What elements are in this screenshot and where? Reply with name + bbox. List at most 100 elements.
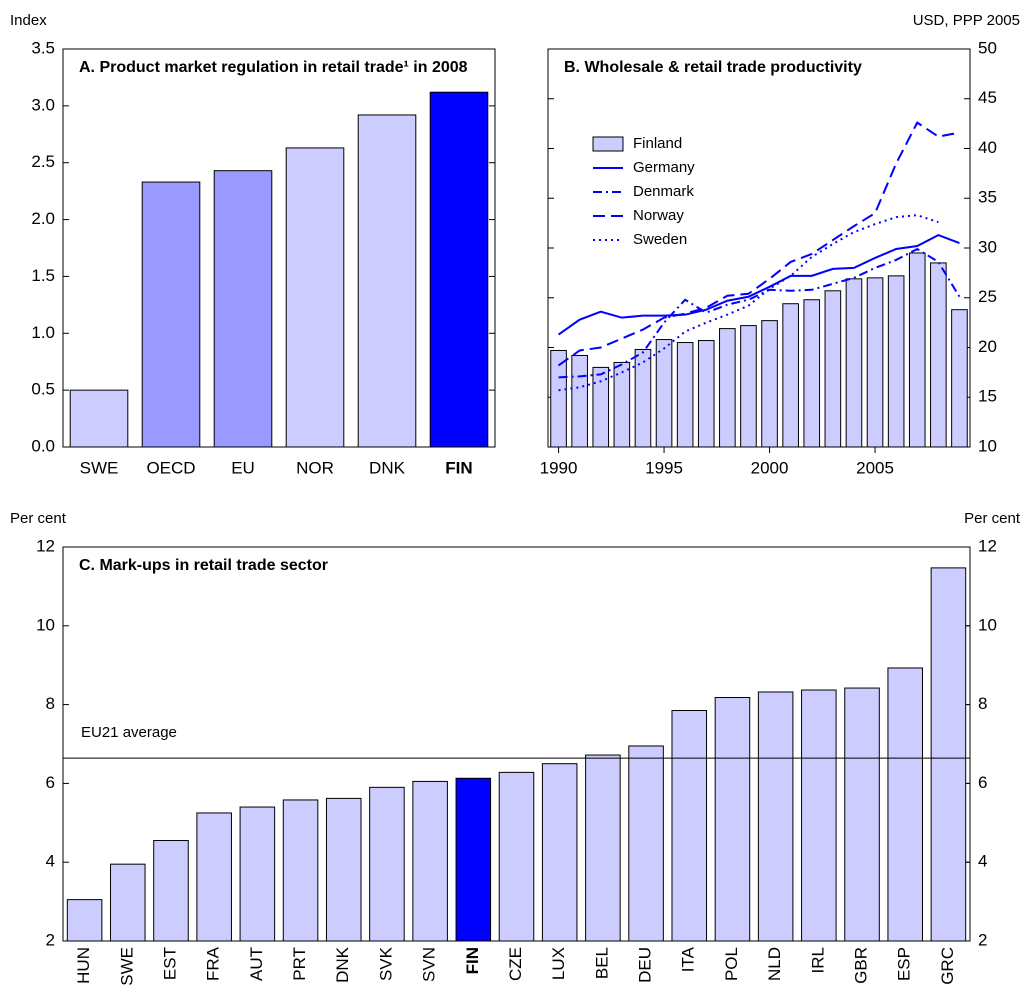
y-tick-label: 35 (978, 188, 997, 207)
panel: 2 4 6 8 10 12 2 4 6 8 10 12 Per cent Per cent HUN SWE ES… (10, 510, 1021, 985)
x-tick-label: 2005 (856, 458, 894, 477)
x-tick-label: 1990 (540, 458, 578, 477)
y-tick-label: 15 (978, 387, 997, 406)
bar (110, 863, 146, 942)
x-tick-label: NOR (296, 458, 334, 477)
y-tick-label: 0.5 (31, 380, 55, 399)
y-tick-label: 4 (46, 852, 55, 871)
legend-swatch (592, 136, 624, 152)
panel: 0.0 0.5 1.0 1.5 2.0 2.5 3.0 3.5 Index SWE OECD EU NO… (10, 12, 496, 477)
legend-label: Finland (633, 135, 682, 152)
bar (66, 899, 103, 942)
bar (498, 771, 535, 942)
y2-tick-label: 4 (978, 852, 987, 871)
plot-frame (62, 546, 971, 942)
bar (196, 812, 232, 942)
bar (69, 389, 129, 448)
bar (655, 339, 673, 448)
x-tick-label: FIN (463, 947, 482, 974)
legend-label: Denmark (633, 183, 694, 200)
bar (571, 354, 588, 448)
bar (153, 840, 189, 942)
bar (887, 275, 905, 448)
bar (455, 777, 492, 942)
bar (824, 290, 842, 448)
y-tick-label: 50 (978, 38, 997, 57)
bar (908, 252, 926, 448)
bar (845, 278, 863, 448)
y-tick-label: 6 (46, 773, 55, 792)
bar (369, 786, 405, 942)
bar (634, 348, 652, 448)
y-tick-label: 10 (978, 436, 997, 455)
bar (541, 763, 578, 942)
bar (141, 181, 201, 448)
y-tick-label: 1.5 (31, 266, 55, 285)
bar (930, 262, 947, 448)
plot-frame (62, 48, 496, 448)
y-tick-label: 20 (978, 337, 997, 356)
y-tick-label: 1.0 (31, 323, 55, 342)
reference-label: EU21 average (81, 724, 177, 741)
legend-label: Sweden (633, 231, 687, 248)
bar (801, 689, 837, 942)
y-tick-label: 2.0 (31, 209, 55, 228)
bar (782, 303, 799, 448)
x-tick-label: DNK (369, 458, 406, 477)
plot-frame (547, 48, 971, 448)
y-tick-label: 25 (978, 287, 997, 306)
x-tick-label: SWE (80, 458, 119, 477)
y-tick-label: 45 (978, 88, 997, 107)
y2-tick-label: 10 (978, 615, 997, 634)
bar (757, 691, 794, 942)
bar (239, 806, 276, 942)
x-tick-label: POL (722, 947, 741, 981)
y2-tick-label: 8 (978, 694, 987, 713)
x-tick-label: LUX (549, 947, 568, 980)
bar (585, 754, 621, 942)
x-tick-label: IRL (808, 947, 827, 973)
y-tick-label: 0.0 (31, 436, 55, 455)
y-tick-label: 30 (978, 237, 997, 256)
x-tick-label: GBR (852, 947, 871, 984)
panel-title: A. Product market regulation in retail t… (79, 59, 468, 76)
bar (887, 667, 923, 942)
y-axis-label: USD, PPP 2005 (913, 12, 1020, 29)
bar (285, 147, 345, 448)
bar (412, 780, 448, 942)
bar (714, 697, 751, 942)
legend-label: Germany (633, 159, 695, 176)
bar (803, 299, 821, 448)
y-axis-label: Index (10, 12, 47, 29)
x-tick-label: SWE (117, 947, 136, 985)
y-tick-label: 10 (36, 615, 55, 634)
bar (628, 745, 664, 942)
bar (761, 320, 778, 448)
x-tick-label: BEL (592, 947, 611, 979)
y-tick-label: 8 (46, 694, 55, 713)
y-tick-label: 12 (36, 536, 55, 555)
line-series (558, 214, 939, 392)
x-tick-label: SVN (420, 947, 439, 982)
panel-title: C. Mark-ups in retail trade sector (79, 557, 328, 574)
line-series (557, 233, 960, 336)
title-box: C. Mark-ups in retail trade sector (79, 557, 328, 574)
x-tick-label: OECD (146, 458, 195, 477)
y2-tick-label: 12 (978, 536, 997, 555)
x-tick-label: EST (160, 947, 179, 980)
bar (429, 91, 489, 448)
bar (844, 687, 880, 942)
bar (325, 797, 362, 942)
y-tick-label: 2.5 (31, 152, 55, 171)
x-tick-label: ESP (895, 947, 914, 981)
y-tick-label: 2 (46, 930, 55, 949)
y2-axis-label: Per cent (964, 510, 1021, 527)
bar (671, 710, 708, 942)
y2-tick-label: 6 (978, 773, 987, 792)
bar (357, 114, 417, 448)
y-tick-label: 3.5 (31, 38, 55, 57)
y-tick-label: 3.0 (31, 95, 55, 114)
x-tick-label: PRT (290, 947, 309, 981)
x-tick-label: EU (231, 458, 255, 477)
